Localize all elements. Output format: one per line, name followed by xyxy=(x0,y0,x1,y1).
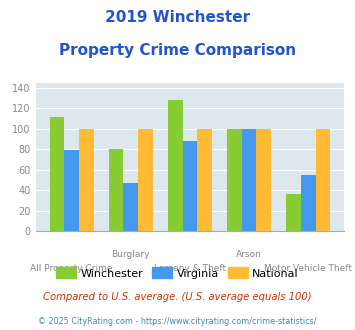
Bar xyxy=(64,150,79,231)
Bar xyxy=(79,129,94,231)
Bar xyxy=(286,194,301,231)
Text: Motor Vehicle Theft: Motor Vehicle Theft xyxy=(264,264,352,273)
Bar xyxy=(138,129,153,231)
Bar xyxy=(50,117,64,231)
Legend: Winchester, Virginia, National: Winchester, Virginia, National xyxy=(52,263,303,283)
Bar xyxy=(316,129,330,231)
Bar xyxy=(227,129,242,231)
Text: Burglary: Burglary xyxy=(111,250,150,259)
Text: Larceny & Theft: Larceny & Theft xyxy=(154,264,226,273)
Text: Property Crime Comparison: Property Crime Comparison xyxy=(59,43,296,58)
Bar xyxy=(124,183,138,231)
Bar xyxy=(256,129,271,231)
Bar xyxy=(301,175,316,231)
Text: All Property Crime: All Property Crime xyxy=(31,264,113,273)
Bar xyxy=(168,100,182,231)
Text: 2019 Winchester: 2019 Winchester xyxy=(105,10,250,25)
Text: © 2025 CityRating.com - https://www.cityrating.com/crime-statistics/: © 2025 CityRating.com - https://www.city… xyxy=(38,317,317,326)
Bar xyxy=(109,149,124,231)
Bar xyxy=(242,129,256,231)
Bar xyxy=(182,141,197,231)
Bar xyxy=(197,129,212,231)
Text: Compared to U.S. average. (U.S. average equals 100): Compared to U.S. average. (U.S. average … xyxy=(43,292,312,302)
Text: Arson: Arson xyxy=(236,250,262,259)
